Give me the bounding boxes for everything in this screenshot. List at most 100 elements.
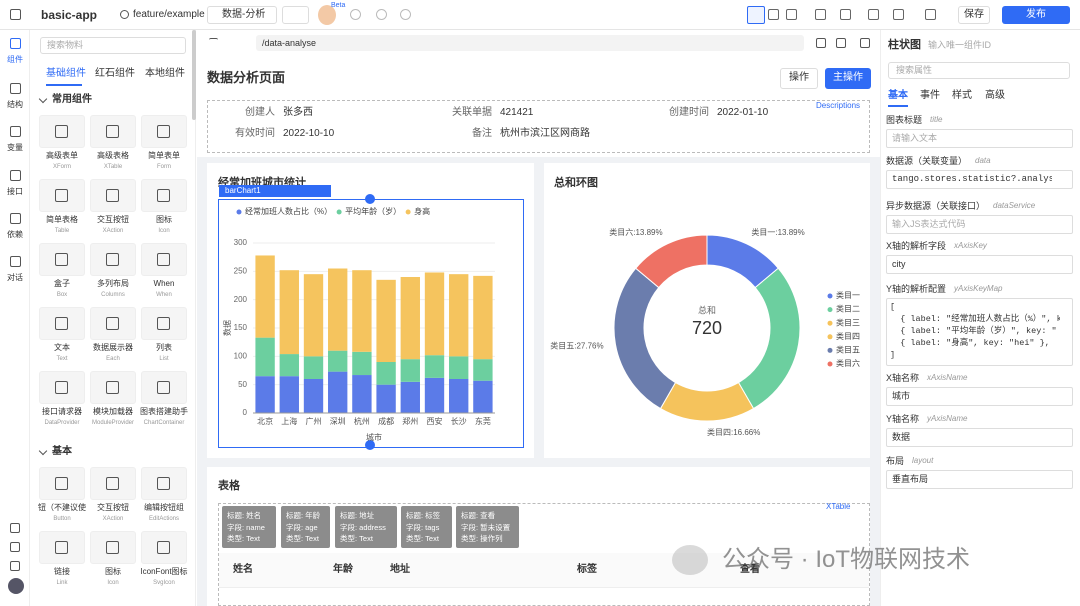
url-bar[interactable] [256, 35, 804, 51]
component-tile[interactable] [39, 531, 85, 564]
action[interactable]: 操作 [789, 72, 809, 83]
component-name[interactable]: 链接 [54, 567, 70, 576]
component-name[interactable]: 图标 [105, 567, 121, 576]
bar-segment [400, 359, 420, 382]
handle[interactable] [365, 194, 375, 204]
field-value: 垂直布局 [892, 474, 929, 484]
component-tile[interactable] [90, 115, 136, 148]
component-tile[interactable] [39, 179, 85, 212]
column-config[interactable] [222, 506, 276, 548]
icon [10, 9, 21, 20]
component-name[interactable]: 列表 [156, 343, 172, 352]
field-input[interactable] [886, 428, 1073, 447]
component-name[interactable]: 图表搭建助手 [140, 407, 188, 416]
component-name[interactable]: 模块加载器 [93, 407, 133, 416]
icon [106, 189, 119, 202]
props-tab[interactable]: 基本 [888, 90, 908, 101]
component-name[interactable]: 交互按钮 [97, 503, 129, 512]
component-tile[interactable] [141, 371, 187, 404]
field-input[interactable] [886, 470, 1073, 489]
component-tile[interactable] [39, 307, 85, 340]
desc-label: 关联单据 [452, 107, 492, 118]
component-name[interactable]: 简单表格 [46, 215, 78, 224]
palette-tab[interactable]: 本地组件 [145, 68, 185, 79]
component-name[interactable]: IconFont图标 [140, 567, 188, 576]
column-config[interactable] [281, 506, 330, 548]
y-tick-label: 200 [234, 295, 248, 304]
rail-label[interactable]: 组件 [7, 55, 23, 64]
component-tile[interactable] [141, 115, 187, 148]
column-config[interactable] [335, 506, 397, 548]
component-tile[interactable] [141, 179, 187, 212]
component-tile[interactable] [90, 307, 136, 340]
component-name[interactable]: 简单表单 [148, 151, 180, 160]
column-config[interactable] [401, 506, 452, 548]
props-tab[interactable]: 样式 [952, 90, 972, 101]
legend-label: 经常加班人数占比（%） [245, 206, 332, 216]
component-tile[interactable] [90, 467, 136, 500]
rail-label[interactable]: 变量 [7, 143, 23, 152]
column-config[interactable] [456, 506, 519, 548]
component-name[interactable]: 多列布局 [97, 279, 129, 288]
save-button[interactable] [958, 6, 990, 24]
rail-label[interactable]: 接口 [7, 187, 23, 196]
component-tile[interactable] [39, 467, 85, 500]
add-button[interactable] [282, 6, 309, 24]
field-value: 数据 [892, 432, 911, 442]
page-select[interactable] [207, 6, 277, 24]
field-input[interactable] [886, 215, 1073, 234]
x-axis-label: 城市 [366, 432, 382, 442]
component-name[interactable]: 图标 [156, 215, 172, 224]
component-name[interactable]: 高级表单 [46, 151, 78, 160]
props-search[interactable] [888, 62, 1070, 79]
handle[interactable] [365, 440, 375, 450]
component-tile[interactable] [90, 243, 136, 276]
component-name[interactable]: 交互按钮 [97, 215, 129, 224]
publish-button[interactable] [1002, 6, 1070, 24]
publish[interactable]: 发布 [1026, 9, 1046, 20]
field-input[interactable] [886, 170, 1073, 189]
action-button[interactable] [780, 68, 818, 89]
palette-search[interactable] [40, 37, 186, 54]
component-name[interactable]: 钮（不建议使 [38, 503, 86, 512]
component-tile[interactable] [141, 307, 187, 340]
component-tile[interactable] [141, 467, 187, 500]
palette-tab[interactable]: 基础组件 [46, 68, 86, 79]
primary-action[interactable]: 主操作 [833, 72, 863, 83]
rail-label[interactable]: 结构 [7, 100, 23, 109]
props-tab[interactable]: 高级 [985, 90, 1005, 101]
component-name[interactable]: 文本 [54, 343, 70, 352]
component-tile[interactable] [90, 179, 136, 212]
column-config-line: 标题: 查看 [461, 511, 496, 520]
component-name[interactable]: 盒子 [54, 279, 70, 288]
code-editor[interactable] [886, 298, 1073, 366]
save[interactable]: 保存 [964, 9, 984, 20]
component-name[interactable]: When [153, 279, 175, 288]
component-name[interactable]: 接口请求器 [42, 407, 82, 416]
field-input[interactable] [886, 129, 1073, 148]
component-tile[interactable] [39, 243, 85, 276]
component-name[interactable]: 高级表格 [97, 151, 129, 160]
props-tab[interactable]: 事件 [920, 90, 940, 101]
view-selected[interactable] [747, 6, 765, 24]
component-tile[interactable] [90, 371, 136, 404]
component-name[interactable]: 数据展示器 [93, 343, 133, 352]
component-tile[interactable] [39, 371, 85, 404]
component-tile[interactable] [141, 531, 187, 564]
bar-segment [473, 359, 493, 381]
component-tile[interactable] [90, 531, 136, 564]
page-name[interactable]: 数据-分析 [222, 9, 266, 20]
component-tile[interactable] [39, 115, 85, 148]
field-input[interactable] [886, 255, 1073, 274]
component-name[interactable]: 编辑按钮组 [144, 503, 184, 512]
icon [768, 9, 779, 20]
primary-action-button[interactable] [825, 68, 871, 89]
column-config-line: 字段: 暂未设置 [461, 522, 511, 532]
props-search-placeholder: 搜索属性 [896, 65, 933, 75]
component-tile[interactable] [141, 243, 187, 276]
rail-label[interactable]: 对话 [7, 273, 23, 282]
component-id: DataProvider [44, 420, 80, 426]
palette-tab[interactable]: 红石组件 [95, 68, 135, 79]
rail-label[interactable]: 依赖 [7, 230, 23, 239]
field-input[interactable] [886, 387, 1073, 406]
